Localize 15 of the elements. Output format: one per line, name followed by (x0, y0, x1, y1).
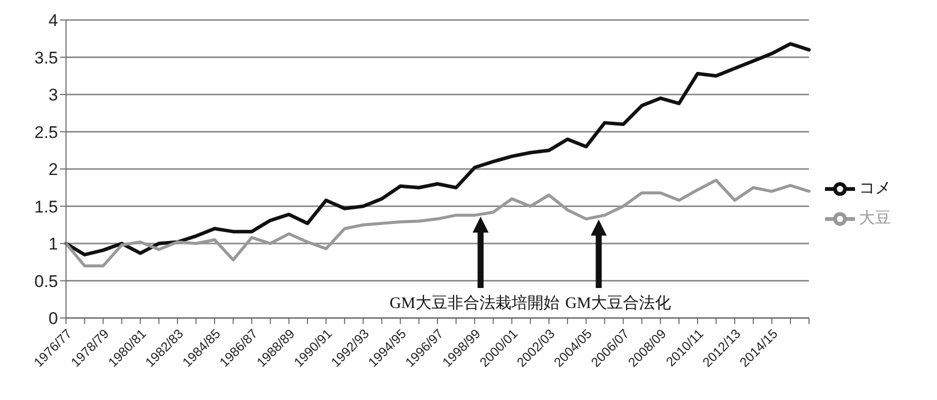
y-tick-label: 0 (48, 309, 58, 328)
y-tick-label: 2 (48, 160, 58, 180)
y-tick-label: 2.5 (34, 122, 58, 142)
y-tick-label: 0.5 (34, 272, 58, 291)
line-series (64, 42, 811, 256)
annotation: GM大豆合法化 (565, 294, 672, 312)
y-tick-label: 1.5 (34, 197, 58, 216)
line-series (64, 178, 810, 268)
y-tick-label: 4 (48, 11, 58, 30)
annotation: GM大豆非合法栽培開始 (390, 294, 560, 312)
y-tick-label: 1 (48, 234, 58, 254)
y-tick-label: 3 (48, 86, 58, 105)
legend-label: 大豆 (859, 210, 891, 228)
y-tick-label: 3.5 (34, 48, 58, 68)
legend-label: コメ (859, 180, 891, 198)
